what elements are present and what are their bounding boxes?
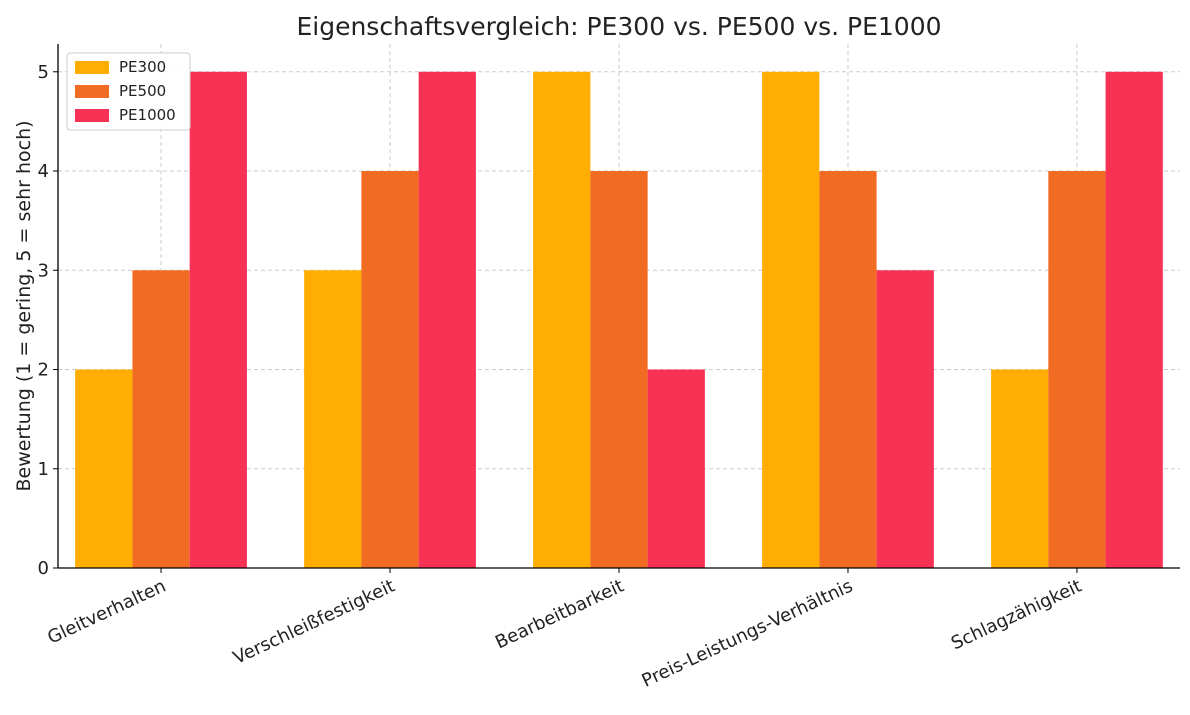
y-tick-label: 1 bbox=[38, 459, 49, 480]
y-tick-label: 0 bbox=[38, 558, 49, 579]
y-tick-label: 4 bbox=[38, 161, 49, 182]
y-tick-label: 3 bbox=[38, 260, 49, 281]
bar-pe1000-1 bbox=[418, 71, 476, 569]
legend-label-pe1000: PE1000 bbox=[119, 106, 176, 124]
bar-pe1000-4 bbox=[1105, 71, 1163, 569]
bar-pe1000-0 bbox=[189, 71, 247, 569]
bar-pe500-2 bbox=[590, 171, 648, 568]
bar-pe500-0 bbox=[132, 270, 190, 568]
bar-pe300-0 bbox=[75, 369, 133, 568]
legend-label-pe300: PE300 bbox=[119, 58, 166, 76]
y-tick-label: 2 bbox=[38, 360, 49, 381]
bar-pe500-1 bbox=[361, 171, 419, 568]
x-tick-label: Verschleißfestigkeit bbox=[230, 575, 398, 668]
legend: PE300 PE500 PE1000 bbox=[66, 52, 191, 131]
legend-swatch-pe1000 bbox=[75, 109, 109, 122]
x-tick-label: Bearbeitbarkeit bbox=[492, 575, 627, 653]
bar-pe300-3 bbox=[762, 71, 820, 569]
y-tick-label: 5 bbox=[38, 62, 49, 83]
bar-pe1000-2 bbox=[647, 369, 705, 568]
y-axis-label: Bewertung (1 = gering, 5 = sehr hoch) bbox=[13, 120, 35, 491]
bar-pe500-4 bbox=[1048, 171, 1106, 568]
x-tick-label: Gleitverhalten bbox=[44, 575, 169, 648]
bar-pe300-4 bbox=[991, 369, 1049, 568]
legend-swatch-pe300 bbox=[75, 61, 109, 74]
bar-pe1000-3 bbox=[876, 270, 934, 568]
chart-title: Eigenschaftsvergleich: PE300 vs. PE500 v… bbox=[296, 12, 941, 41]
x-tick-label: Schlagzähigkeit bbox=[948, 575, 1085, 654]
bar-pe300-1 bbox=[304, 270, 362, 568]
x-tick-label: Preis-Leistungs-Verhältnis bbox=[639, 575, 856, 691]
legend-label-pe500: PE500 bbox=[119, 82, 166, 100]
bar-pe300-2 bbox=[533, 71, 591, 569]
bars-layer bbox=[75, 71, 1163, 569]
bar-pe500-3 bbox=[819, 171, 877, 568]
legend-swatch-pe500 bbox=[75, 85, 109, 98]
